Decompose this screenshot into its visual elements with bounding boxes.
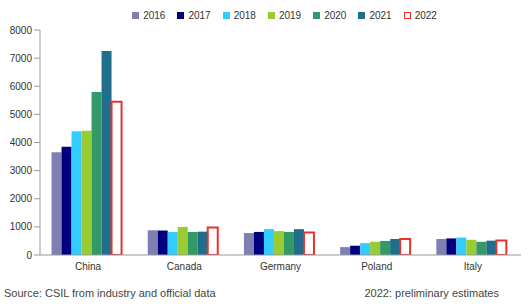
svg-text:3000: 3000: [10, 165, 33, 176]
html-text:2019: 2019: [278, 9, 302, 21]
svg-text:5000: 5000: [10, 109, 33, 120]
svg-text:1000: 1000: [10, 221, 33, 232]
svg-text:Italy: Italy: [464, 261, 482, 272]
svg-text:8000: 8000: [10, 25, 33, 36]
svg-text:Germany: Germany: [260, 261, 301, 272]
svg-text:0: 0: [26, 250, 32, 261]
html-text:2021: 2021: [369, 9, 392, 21]
svg-text:Poland: Poland: [361, 261, 392, 272]
svg-text:4000: 4000: [10, 137, 33, 148]
html-text:2020: 2020: [324, 9, 347, 21]
html-text:2017: 2017: [188, 9, 211, 21]
svg-text:2000: 2000: [10, 193, 33, 204]
svg-text:7000: 7000: [10, 53, 33, 64]
html-text:Source: CSIL from industry and: Source: CSIL from industry and official …: [4, 287, 216, 299]
svg-text:Canada: Canada: [167, 261, 202, 272]
html-text:2022: preliminary estimates: 2022: preliminary estimates: [364, 287, 499, 299]
html-text:2022: 2022: [414, 9, 437, 21]
html-text:2018: 2018: [233, 9, 256, 21]
svg-text:6000: 6000: [10, 81, 33, 92]
html-text:2016: 2016: [143, 9, 166, 21]
svg-text:China: China: [75, 261, 102, 272]
